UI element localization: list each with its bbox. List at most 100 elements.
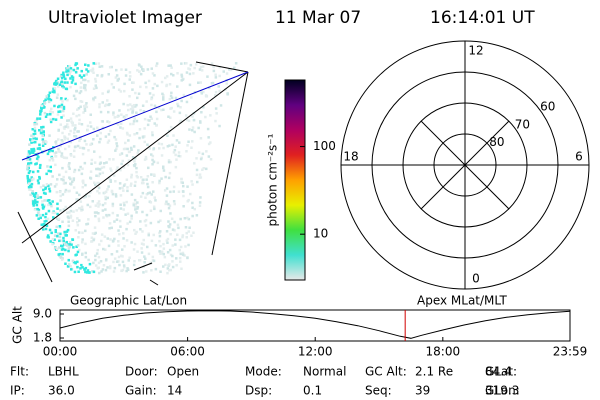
pixel bbox=[186, 185, 189, 188]
pixel bbox=[27, 178, 31, 182]
pixel bbox=[123, 245, 126, 248]
pixel bbox=[142, 178, 145, 181]
pixel bbox=[134, 202, 138, 206]
pixel bbox=[109, 265, 112, 268]
pixel bbox=[113, 257, 117, 260]
pixel bbox=[38, 175, 41, 179]
pixel bbox=[112, 174, 116, 177]
pixel bbox=[68, 241, 72, 244]
pixel bbox=[61, 245, 64, 248]
pixel bbox=[138, 259, 142, 262]
pixel bbox=[66, 73, 69, 77]
pixel bbox=[55, 225, 58, 229]
pixel bbox=[76, 198, 79, 201]
pixel bbox=[53, 90, 56, 94]
pixel bbox=[68, 167, 71, 170]
pixel bbox=[89, 191, 92, 194]
pixel bbox=[126, 186, 129, 189]
pixel bbox=[147, 252, 151, 256]
pixel bbox=[186, 216, 189, 220]
pixel bbox=[98, 162, 102, 166]
pixel bbox=[207, 155, 211, 158]
pixel bbox=[94, 254, 97, 258]
pixel bbox=[90, 236, 94, 239]
pixel bbox=[144, 196, 147, 199]
pixel bbox=[32, 204, 35, 207]
pixel bbox=[45, 183, 49, 186]
pixel bbox=[133, 260, 136, 263]
pixel bbox=[101, 92, 104, 95]
pixel bbox=[62, 105, 66, 109]
pixel bbox=[151, 131, 154, 134]
pixel bbox=[149, 221, 153, 225]
pixel bbox=[185, 100, 189, 104]
pixel bbox=[133, 160, 136, 163]
pixel bbox=[98, 105, 101, 109]
pixel bbox=[152, 173, 156, 176]
pixel bbox=[191, 126, 195, 129]
pixel bbox=[150, 153, 153, 156]
pixel bbox=[168, 263, 171, 266]
pixel bbox=[51, 156, 54, 160]
pixel bbox=[127, 259, 130, 262]
x-tick-label: 12:00 bbox=[298, 345, 333, 359]
pixel bbox=[76, 130, 79, 133]
pixel bbox=[191, 183, 194, 186]
pixel bbox=[93, 232, 96, 235]
pixel bbox=[87, 258, 90, 262]
pixel bbox=[73, 170, 76, 174]
pixel bbox=[164, 175, 167, 179]
pixel bbox=[205, 167, 208, 171]
pixel bbox=[93, 211, 97, 214]
pixel bbox=[85, 105, 89, 109]
pixel bbox=[156, 161, 160, 165]
colorbar bbox=[284, 79, 306, 281]
pixel bbox=[155, 123, 158, 127]
pixel bbox=[63, 81, 66, 84]
pixel bbox=[74, 97, 77, 101]
pixel bbox=[118, 182, 122, 185]
pixel bbox=[77, 168, 81, 172]
pixel bbox=[84, 242, 87, 246]
pixel bbox=[78, 219, 81, 222]
pixel bbox=[62, 71, 65, 74]
pixel bbox=[141, 68, 144, 71]
pixel bbox=[84, 255, 88, 259]
pixel bbox=[141, 210, 144, 214]
pixel bbox=[79, 90, 83, 93]
pixel bbox=[128, 256, 131, 259]
pixel bbox=[32, 132, 35, 136]
pixel bbox=[26, 177, 30, 180]
pixel bbox=[82, 74, 86, 77]
pixel bbox=[207, 142, 211, 146]
pixel bbox=[101, 171, 105, 175]
pixel bbox=[167, 220, 170, 223]
pixel bbox=[86, 203, 89, 207]
pixel bbox=[57, 110, 60, 113]
pixel bbox=[86, 70, 90, 73]
pixel bbox=[78, 207, 81, 210]
pixel bbox=[62, 114, 65, 117]
pixel bbox=[66, 66, 69, 70]
pixel bbox=[74, 62, 78, 65]
pixel bbox=[75, 245, 78, 248]
pixel bbox=[51, 159, 55, 162]
pixel bbox=[98, 168, 102, 171]
pixel bbox=[214, 94, 217, 97]
ring-label: 70 bbox=[515, 117, 530, 131]
pixel bbox=[138, 136, 141, 140]
pixel bbox=[51, 211, 55, 214]
pixel bbox=[63, 230, 66, 234]
pixel bbox=[52, 146, 55, 149]
pixel bbox=[44, 98, 47, 101]
pixel bbox=[97, 266, 100, 269]
pixel bbox=[43, 106, 46, 109]
info-value: 84.4 bbox=[485, 365, 512, 379]
pixel bbox=[47, 94, 50, 97]
pixel bbox=[66, 81, 69, 84]
pixel bbox=[76, 67, 79, 70]
pixel bbox=[65, 156, 69, 160]
pixel bbox=[139, 228, 142, 231]
pixel bbox=[178, 111, 182, 115]
pixel bbox=[130, 176, 133, 179]
